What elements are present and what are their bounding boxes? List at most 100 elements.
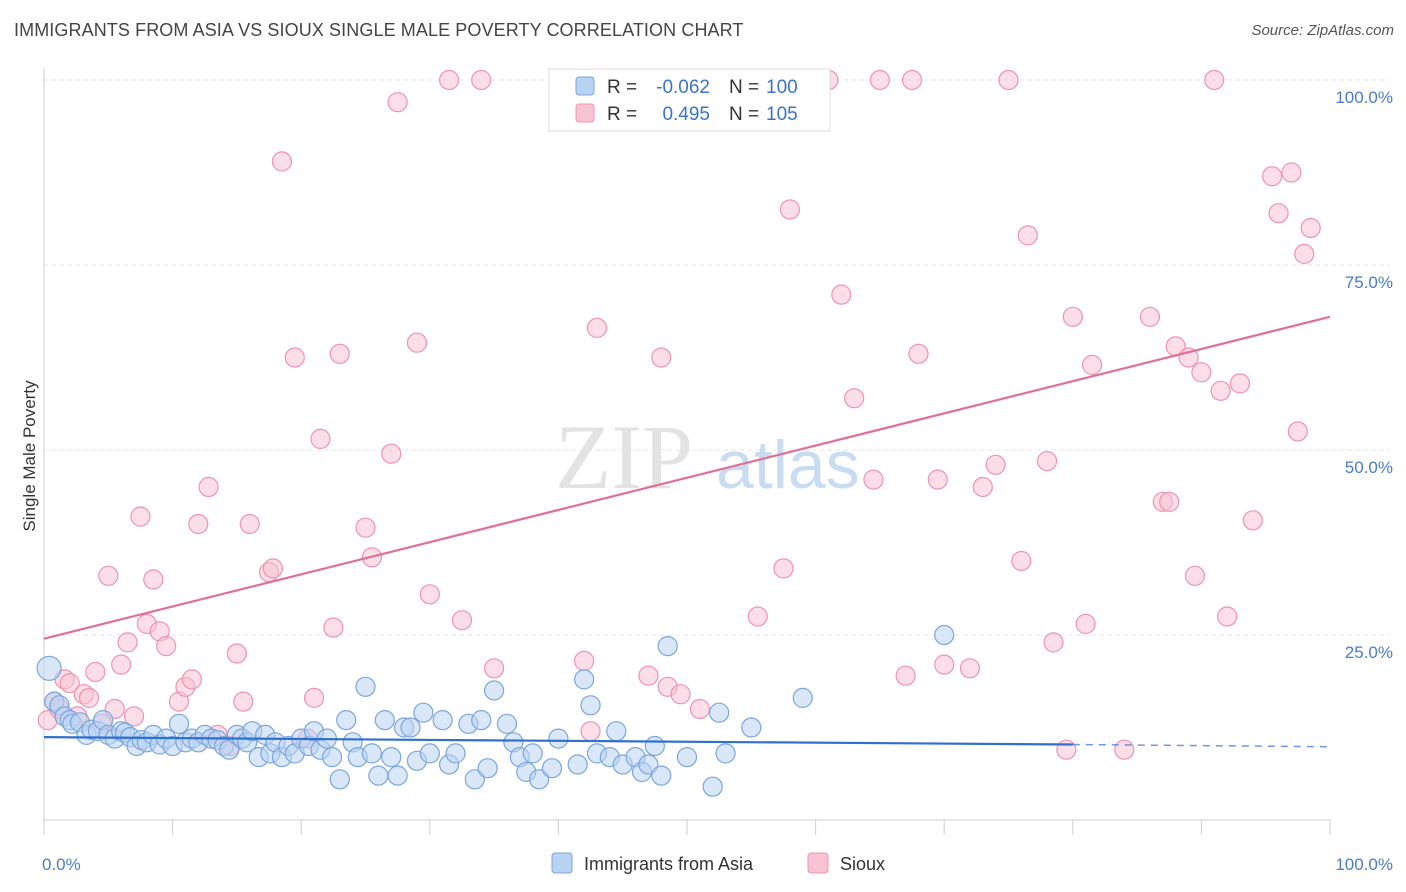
asia-point: [496, 713, 518, 734]
sioux-point: [689, 698, 710, 720]
asia-point: [541, 758, 563, 779]
legend-r-value-2: 0.495: [662, 104, 710, 125]
asia-point: [580, 695, 601, 716]
asia-point: [548, 728, 569, 749]
sioux-point: [239, 513, 260, 535]
asia-point: [477, 758, 498, 779]
sioux-point: [438, 69, 460, 91]
sioux-point: [471, 69, 492, 91]
asia-point: [368, 765, 389, 786]
sioux-point: [1242, 510, 1263, 531]
sioux-point: [1114, 739, 1135, 760]
sioux-point: [303, 687, 325, 709]
sioux-point: [985, 454, 1006, 475]
asia-point: [374, 709, 395, 731]
sioux-point: [863, 469, 884, 490]
bottom-legend-label-asia: Immigrants from Asia: [584, 854, 754, 874]
asia-point: [413, 702, 434, 723]
sioux-point: [85, 661, 106, 683]
legend-n-label-2: N =: [729, 104, 759, 125]
sioux-point: [934, 654, 955, 675]
correlation-legend: R = -0.062 N = 100 R = 0.495 N = 105: [548, 68, 831, 132]
asia-point: [934, 624, 955, 646]
legend-swatch-pink: [575, 103, 595, 123]
asia-point: [792, 687, 813, 709]
asia-point: [715, 743, 736, 764]
trend-lines: [43, 315, 1331, 748]
asia-point: [168, 713, 190, 734]
sioux-point: [1300, 217, 1321, 239]
asia-point: [651, 765, 672, 786]
asia-point: [419, 743, 440, 764]
sioux-point: [1268, 203, 1289, 224]
sioux-point: [143, 569, 164, 590]
y-tick-label: 75.0%: [1345, 273, 1393, 292]
asia-point: [644, 735, 665, 757]
sioux-point: [1210, 380, 1231, 401]
sioux-point: [419, 584, 440, 605]
sioux-point: [574, 650, 595, 672]
sioux-point: [284, 347, 305, 368]
sioux-point: [1184, 565, 1206, 586]
watermark: ZIP atlas: [555, 406, 860, 508]
source-label: Source: ZipAtlas.com: [1251, 22, 1394, 39]
sioux-point: [779, 199, 800, 220]
sioux-point: [355, 517, 376, 538]
sioux-points: [37, 69, 1321, 760]
sioux-point: [1191, 362, 1212, 383]
asia-point: [574, 669, 595, 690]
asia-point: [657, 635, 678, 657]
sioux-point: [972, 476, 993, 498]
watermark-zip: ZIP: [555, 406, 693, 508]
asia-trend-line: [43, 736, 1073, 746]
x-tick-label-min: 0.0%: [42, 855, 81, 874]
sioux-point: [1043, 632, 1064, 653]
sioux-point: [98, 565, 119, 586]
sioux-point: [1262, 166, 1283, 187]
sioux-point: [130, 506, 151, 527]
sioux-point: [156, 635, 177, 657]
asia-point: [387, 765, 408, 786]
sioux-point: [1017, 225, 1038, 246]
sioux-point: [908, 343, 929, 364]
asia-point: [676, 746, 698, 768]
sioux-point: [406, 332, 428, 353]
sioux-point: [998, 69, 1019, 91]
asia-point: [432, 709, 453, 731]
sioux-point: [869, 69, 891, 91]
asia-point: [336, 709, 357, 731]
sioux-point: [670, 684, 691, 705]
sioux-point: [586, 317, 608, 338]
bottom-legend-label-sioux: Sioux: [840, 854, 885, 874]
sioux-point: [580, 721, 601, 742]
legend-box: [548, 68, 831, 132]
sioux-point: [262, 558, 284, 579]
asia-point: [400, 717, 421, 738]
bottom-legend-swatch-asia: [551, 852, 573, 874]
sioux-point: [271, 151, 293, 172]
sioux-point: [1204, 69, 1225, 91]
asia-point: [445, 743, 466, 764]
asia-point: [702, 776, 723, 797]
sioux-point: [1217, 606, 1238, 627]
sioux-point: [747, 606, 768, 627]
sioux-point: [233, 691, 254, 712]
asia-point: [464, 769, 485, 790]
sioux-point: [1229, 373, 1251, 394]
sioux-point: [198, 476, 219, 498]
legend-r-value-1: -0.062: [656, 77, 710, 98]
sioux-trend-line: [43, 315, 1331, 640]
asia-point: [522, 743, 543, 764]
sioux-point: [651, 347, 672, 368]
sioux-point: [111, 654, 132, 675]
asia-point: [709, 702, 730, 723]
sioux-point: [1011, 550, 1032, 572]
sioux-point: [310, 428, 331, 449]
sioux-point: [1081, 354, 1103, 375]
legend-r-label-2: R =: [607, 104, 637, 125]
sioux-point: [188, 513, 209, 535]
y-tick-label: 25.0%: [1345, 643, 1393, 662]
x-tick-label-max: 100.0%: [1335, 855, 1393, 874]
legend-swatch-blue: [575, 76, 595, 96]
